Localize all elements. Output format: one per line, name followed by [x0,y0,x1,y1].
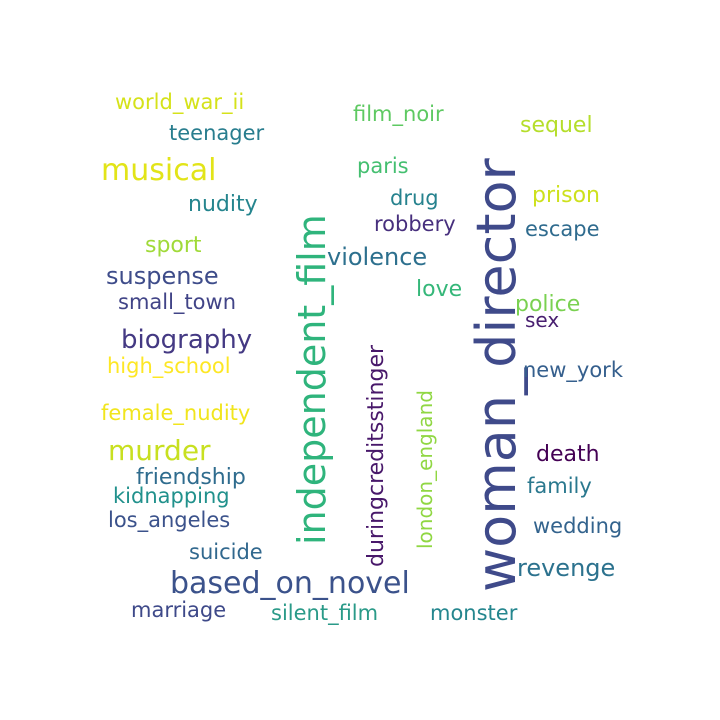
word-world-war-ii: world_war_ii [115,90,244,115]
word-nudity: nudity [188,192,258,217]
word-paris: paris [357,154,409,178]
word-prison: prison [532,183,600,208]
word-film-noir: film_noir [353,102,444,127]
word-escape: escape [525,217,600,241]
word-family: family [527,474,592,498]
word-revenge: revenge [517,554,615,582]
word-robbery: robbery [374,212,456,236]
word-london-england: london_england [413,390,437,549]
word-kidnapping: kidnapping [113,484,230,508]
word-los-angeles: los_angeles [108,508,230,533]
word-teenager: teenager [169,121,265,145]
word-small-town: small_town [118,290,236,315]
word-friendship: friendship [136,465,246,490]
word-independent-film: independent_film [290,214,334,545]
word-musical: musical [101,153,216,188]
word-drug: drug [390,186,439,210]
word-sequel: sequel [520,113,593,138]
word-suicide: suicide [189,540,263,564]
word-death: death [536,442,600,467]
word-love: love [416,277,462,302]
word-murder: murder [108,434,211,467]
word-monster: monster [430,601,518,625]
word-new-york: new_york [523,358,624,383]
word-violence: violence [327,243,427,271]
word-suspense: suspense [106,262,219,290]
word-sex: sex [525,308,559,332]
word-sport: sport [145,233,202,258]
word-police: police [515,292,580,317]
word-duringcreditsstinger: duringcreditsstinger [364,344,389,567]
word-biography: biography [121,325,252,355]
word-based-on-novel: based_on_novel [170,566,410,601]
word-female-nudity: female_nudity [101,401,250,426]
word-silent-film: silent_film [271,601,378,626]
word-high-school: high_school [107,354,231,379]
word-woman-director: woman_director [465,157,528,592]
word-marriage: marriage [131,598,226,622]
word-wedding: wedding [533,514,622,538]
